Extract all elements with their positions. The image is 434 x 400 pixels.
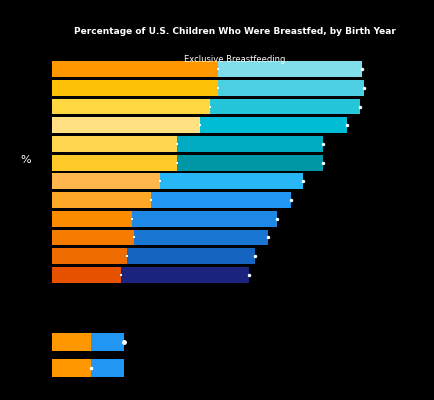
- Bar: [52, 80, 217, 96]
- Bar: [52, 155, 177, 170]
- Bar: [52, 359, 124, 377]
- Bar: [52, 174, 302, 189]
- Bar: [52, 98, 210, 114]
- Text: Percentage of U.S. Children Who Were Breastfed, by Birth Year: Percentage of U.S. Children Who Were Bre…: [74, 28, 395, 36]
- Bar: [52, 211, 132, 227]
- Bar: [52, 61, 361, 77]
- Bar: [52, 192, 150, 208]
- Bar: [52, 248, 127, 264]
- Bar: [52, 136, 322, 152]
- Bar: [52, 61, 217, 77]
- Bar: [52, 334, 91, 351]
- Bar: [52, 174, 160, 189]
- Bar: [52, 117, 200, 133]
- Text: %: %: [21, 155, 31, 165]
- Bar: [52, 136, 177, 152]
- Bar: [52, 359, 91, 377]
- Bar: [52, 230, 267, 246]
- Bar: [52, 192, 291, 208]
- Bar: [52, 248, 254, 264]
- Bar: [52, 334, 124, 351]
- Bar: [52, 117, 346, 133]
- Bar: [52, 267, 120, 283]
- Bar: [52, 267, 248, 283]
- Bar: [52, 155, 322, 170]
- Bar: [52, 98, 360, 114]
- Bar: [52, 211, 277, 227]
- Bar: [52, 80, 364, 96]
- Bar: [52, 230, 134, 246]
- Text: Exclusive Breastfeeding: Exclusive Breastfeeding: [184, 56, 285, 64]
